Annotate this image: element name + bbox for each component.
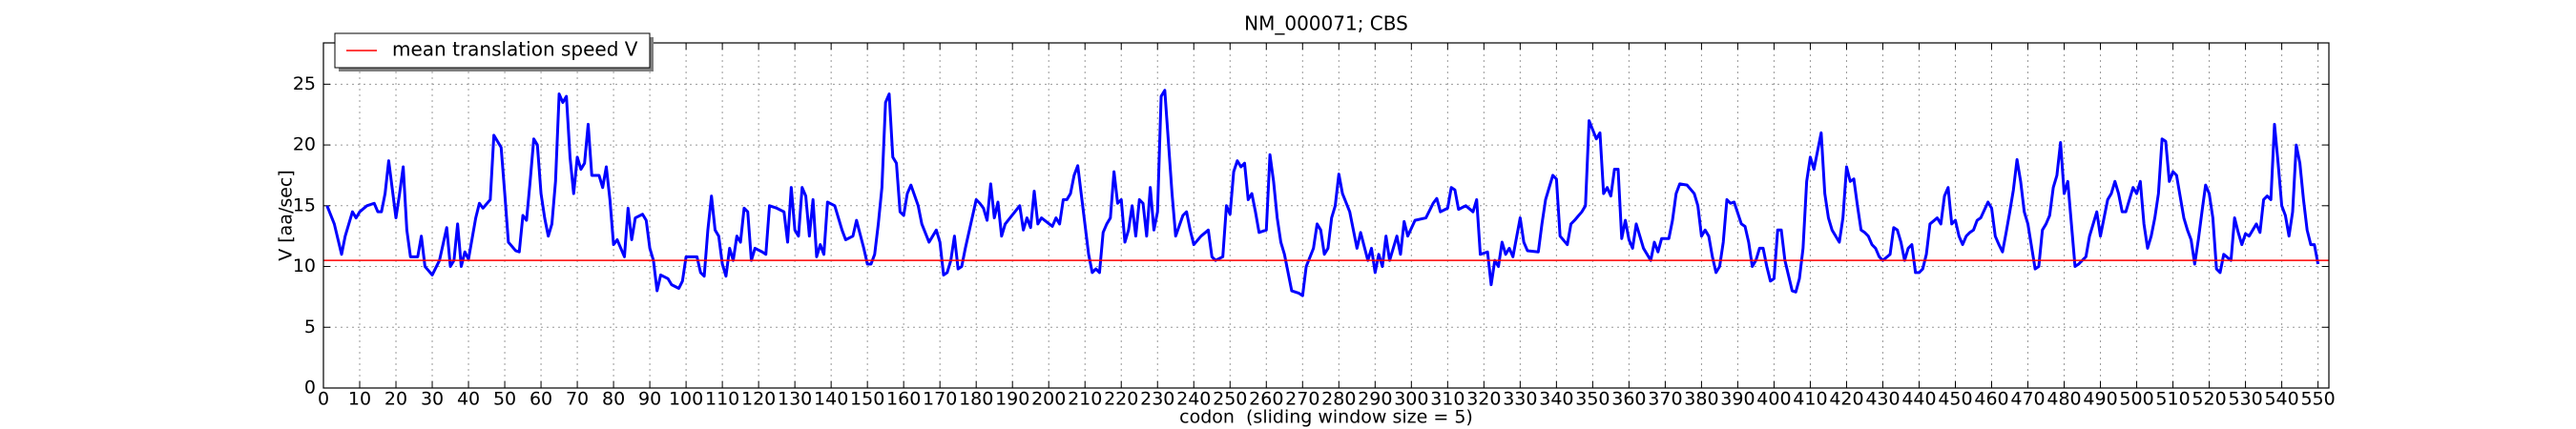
y-tick-label: 20 [293, 134, 316, 155]
x-tick-label: 410 [1793, 389, 1827, 410]
x-tick-label: 10 [348, 389, 371, 410]
x-tick-label: 480 [2046, 389, 2081, 410]
x-tick-label: 130 [778, 389, 812, 410]
x-tick-label: 290 [1358, 389, 1392, 410]
chart-title: NM_000071; CBS [1244, 12, 1408, 35]
x-tick-label: 510 [2155, 389, 2190, 410]
x-tick-label: 60 [530, 389, 552, 410]
x-tick-label: 350 [1575, 389, 1610, 410]
y-tick-label: 5 [304, 317, 316, 337]
x-tick-label: 310 [1430, 389, 1465, 410]
x-tick-label: 550 [2300, 389, 2335, 410]
x-axis-label: codon (sliding window size = 5) [1179, 407, 1473, 428]
x-tick-label: 370 [1648, 389, 1682, 410]
x-tick-label: 500 [2119, 389, 2153, 410]
x-tick-label: 120 [741, 389, 776, 410]
legend-box [334, 32, 651, 69]
x-tick-label: 340 [1539, 389, 1573, 410]
x-tick-label: 170 [923, 389, 957, 410]
x-tick-label: 400 [1756, 389, 1791, 410]
x-tick-label: 50 [493, 389, 516, 410]
x-tick-label: 140 [814, 389, 848, 410]
x-tick-label: 360 [1611, 389, 1646, 410]
y-tick-label: 0 [304, 378, 316, 398]
x-tick-label: 100 [669, 389, 703, 410]
x-tick-label: 190 [995, 389, 1029, 410]
x-tick-label: 420 [1829, 389, 1863, 410]
x-tick-label: 90 [638, 389, 661, 410]
x-tick-label: 300 [1394, 389, 1428, 410]
legend-label: mean translation speed V [392, 38, 638, 61]
x-tick-label: 490 [2083, 389, 2117, 410]
x-tick-label: 320 [1466, 389, 1501, 410]
y-tick-label: 15 [293, 194, 316, 215]
x-tick-label: 430 [1865, 389, 1900, 410]
x-tick-label: 460 [1974, 389, 2008, 410]
y-tick-label: 25 [293, 73, 316, 94]
x-tick-label: 380 [1684, 389, 1718, 410]
x-tick-label: 210 [1068, 389, 1102, 410]
x-tick-label: 0 [318, 389, 329, 410]
x-tick-label: 260 [1249, 389, 1283, 410]
x-tick-label: 470 [2010, 389, 2045, 410]
y-tick-label: 10 [293, 255, 316, 276]
x-tick-label: 250 [1213, 389, 1247, 410]
x-tick-label: 240 [1176, 389, 1211, 410]
plot-frame [322, 42, 2330, 389]
x-tick-label: 110 [705, 389, 739, 410]
data-line [325, 89, 2320, 297]
x-tick-label: 180 [959, 389, 993, 410]
x-tick-label: 330 [1503, 389, 1537, 410]
x-tick-label: 390 [1720, 389, 1755, 410]
x-tick-label: 530 [2228, 389, 2262, 410]
x-tick-label: 280 [1321, 389, 1356, 410]
x-tick-label: 80 [602, 389, 625, 410]
x-tick-label: 450 [1938, 389, 1972, 410]
x-tick-label: 30 [421, 389, 444, 410]
x-tick-label: 540 [2264, 389, 2298, 410]
x-tick-label: 40 [457, 389, 480, 410]
x-tick-label: 220 [1104, 389, 1138, 410]
x-tick-label: 20 [384, 389, 407, 410]
x-tick-label: 160 [886, 389, 921, 410]
x-tick-label: 440 [1901, 389, 1936, 410]
x-tick-label: 150 [850, 389, 884, 410]
x-tick-label: 200 [1031, 389, 1066, 410]
y-axis-label: V [aa/sec] [276, 170, 297, 261]
x-tick-label: 520 [2192, 389, 2226, 410]
x-tick-label: 230 [1140, 389, 1174, 410]
x-tick-label: 70 [566, 389, 589, 410]
x-tick-label: 270 [1285, 389, 1319, 410]
